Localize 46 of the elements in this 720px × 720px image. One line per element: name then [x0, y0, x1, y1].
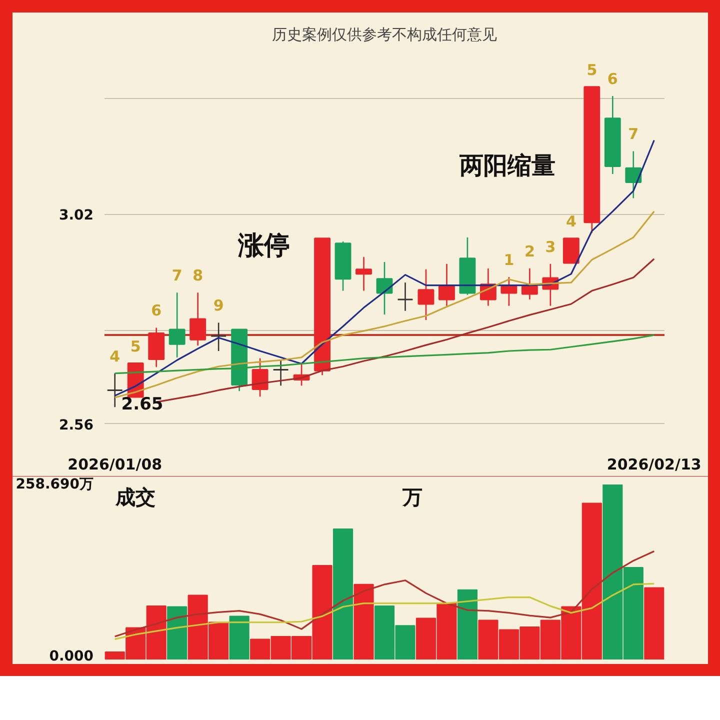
- y-tick-label: 258.690万: [16, 476, 94, 492]
- text: 4: [566, 212, 576, 230]
- text: 4: [110, 347, 120, 366]
- bar: [229, 616, 250, 660]
- candlestick: [376, 261, 393, 316]
- bar: [644, 587, 664, 660]
- text: 5: [130, 337, 141, 356]
- text: 3: [545, 238, 556, 256]
- y-tick-label: 2.56: [58, 417, 94, 434]
- candlestick: [397, 282, 414, 312]
- candlestick: [210, 322, 227, 352]
- bar: [167, 606, 188, 660]
- annotation: 两阳缩量: [458, 151, 556, 180]
- text: 2: [524, 242, 535, 260]
- text: 9: [213, 296, 224, 315]
- text: 6: [151, 302, 162, 320]
- candlestick: [252, 358, 268, 398]
- text: 6: [607, 70, 618, 88]
- line-series: [114, 550, 655, 638]
- bar: [354, 584, 374, 660]
- line-series: [114, 582, 655, 640]
- text: 8: [192, 266, 204, 285]
- x-tick-label: 2026/01/08: [68, 456, 162, 474]
- candlestick: [521, 268, 538, 300]
- y-tick-label: 3.02: [58, 208, 94, 224]
- text: 7: [628, 125, 639, 144]
- candlestick: [356, 256, 372, 292]
- annotation: 涨停: [237, 231, 290, 262]
- text: 5: [586, 60, 598, 79]
- candlestick: [625, 150, 642, 199]
- candlestick: [438, 263, 455, 306]
- candlestick: [418, 268, 434, 321]
- x-tick-label: 2026/02/13: [606, 456, 702, 474]
- annotation: 万: [402, 485, 422, 509]
- text: 7: [172, 266, 182, 285]
- annotation: 成交: [114, 485, 156, 509]
- chart-title: 历史案例仅供参考不构成任何意见: [272, 26, 497, 44]
- candlestick: [190, 292, 206, 346]
- candlestick: [272, 359, 290, 386]
- annotation: 2.65: [121, 394, 164, 414]
- text: 1: [504, 251, 514, 270]
- bar: [457, 589, 478, 660]
- bar: [332, 528, 354, 660]
- candlestick: [168, 292, 186, 358]
- candlestick: [106, 372, 124, 408]
- y-tick-label: 0.000: [49, 648, 94, 664]
